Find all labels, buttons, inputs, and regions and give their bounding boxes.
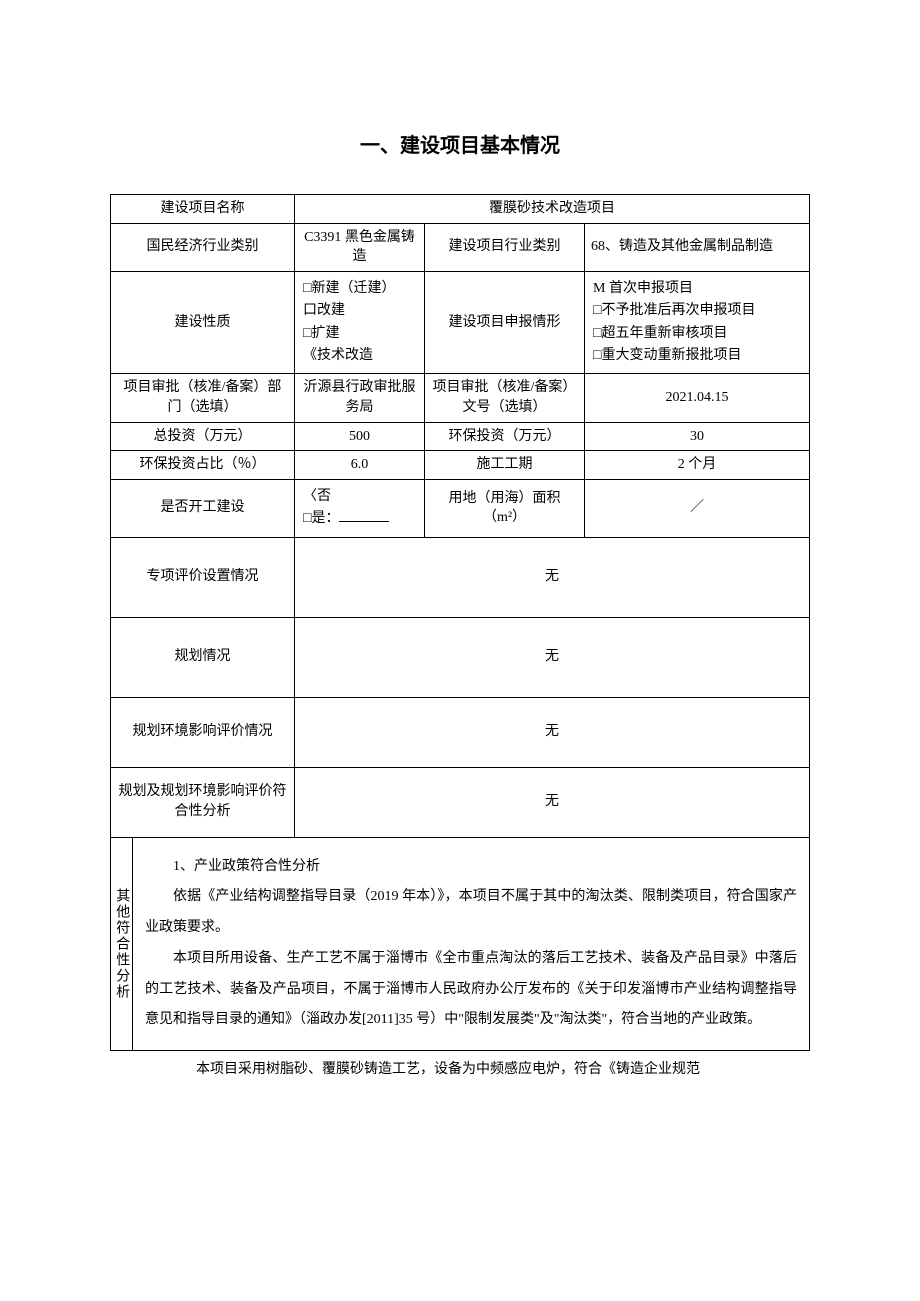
analysis-p3: 本项目所用设备、生产工艺不属于淄博市《全市重点淘汰的落后工艺技术、装备及产品目录… <box>145 944 797 1036</box>
checkbox-option: □扩建 <box>303 326 339 341</box>
value-total-invest: 500 <box>295 422 425 451</box>
project-info-table: 建设项目名称 覆膜砂技术改造项目 国民经济行业类别 C3391 黑色金属铸造 建… <box>110 194 810 1051</box>
label-approval-no: 项目审批（核准/备案）文号（选填） <box>425 374 585 422</box>
checkbox-option: M 首次申报项目 <box>593 281 693 296</box>
table-row: 专项评价设置情况 无 <box>111 537 810 617</box>
value-started: 〈否 □是： <box>295 479 425 537</box>
value-build-nature: □新建（迁建） 口改建 □扩建 《技术改造 <box>295 271 425 374</box>
value-land-area: ／ <box>585 479 810 537</box>
label-other-analysis: 其他符合性分析 <box>111 837 133 1051</box>
table-row: 规划及规划环境影响评价符合性分析 无 <box>111 767 810 837</box>
table-row: 规划情况 无 <box>111 617 810 697</box>
table-row: 国民经济行业类别 C3391 黑色金属铸造 建设项目行业类别 68、铸造及其他金… <box>111 223 810 271</box>
label-project-name: 建设项目名称 <box>111 195 295 224</box>
label-plan-conformity: 规划及规划环境影响评价符合性分析 <box>111 767 295 837</box>
value-report-type: M 首次申报项目 □不予批准后再次申报项目 □超五年重新审核项目 □重大变动重新… <box>585 271 810 374</box>
label-industry-cat: 国民经济行业类别 <box>111 223 295 271</box>
value-project-industry: 68、铸造及其他金属制品制造 <box>585 223 810 271</box>
label-project-industry: 建设项目行业类别 <box>425 223 585 271</box>
value-project-name: 覆膜砂技术改造项目 <box>295 195 810 224</box>
table-row: 是否开工建设 〈否 □是： 用地（用海）面积（m²） ／ <box>111 479 810 537</box>
value-approval-dept: 沂源县行政审批服务局 <box>295 374 425 422</box>
value-other-analysis: 1、产业政策符合性分析 依据《产业结构调整指导目录（2019 年本）》，本项目不… <box>133 837 810 1051</box>
label-plan-env-eval: 规划环境影响评价情况 <box>111 697 295 767</box>
value-planning: 无 <box>295 617 810 697</box>
label-build-nature: 建设性质 <box>111 271 295 374</box>
label-approval-dept: 项目审批（核准/备案）部门（选填） <box>111 374 295 422</box>
checkbox-option: 《技术改造 <box>303 348 373 363</box>
table-row: 建设性质 □新建（迁建） 口改建 □扩建 《技术改造 建设项目申报情形 M 首次… <box>111 271 810 374</box>
value-plan-env-eval: 无 <box>295 697 810 767</box>
label-planning: 规划情况 <box>111 617 295 697</box>
label-duration: 施工工期 <box>425 451 585 480</box>
checkbox-option: □不予批准后再次申报项目 <box>593 303 755 318</box>
table-row: 建设项目名称 覆膜砂技术改造项目 <box>111 195 810 224</box>
table-row: 总投资（万元） 500 环保投资（万元） 30 <box>111 422 810 451</box>
value-approval-no: 2021.04.15 <box>585 374 810 422</box>
label-started: 是否开工建设 <box>111 479 295 537</box>
value-env-invest: 30 <box>585 422 810 451</box>
label-report-type: 建设项目申报情形 <box>425 271 585 374</box>
label-special-eval: 专项评价设置情况 <box>111 537 295 617</box>
checkbox-option: □新建（迁建） <box>303 281 395 296</box>
checkbox-option: 口改建 <box>303 303 345 318</box>
value-industry-code: C3391 黑色金属铸造 <box>295 223 425 271</box>
label-land-area: 用地（用海）面积（m²） <box>425 479 585 537</box>
analysis-p2: 依据《产业结构调整指导目录（2019 年本）》，本项目不属于其中的淘汰类、限制类… <box>145 882 797 944</box>
label-env-invest: 环保投资（万元） <box>425 422 585 451</box>
table-row: 项目审批（核准/备案）部门（选填） 沂源县行政审批服务局 项目审批（核准/备案）… <box>111 374 810 422</box>
value-special-eval: 无 <box>295 537 810 617</box>
checkbox-option: 〈否 <box>303 489 331 504</box>
value-duration: 2 个月 <box>585 451 810 480</box>
value-plan-conformity: 无 <box>295 767 810 837</box>
checkbox-option: □是： <box>303 511 339 526</box>
table-row: 环保投资占比（％） 6.0 施工工期 2 个月 <box>111 451 810 480</box>
label-total-invest: 总投资（万元） <box>111 422 295 451</box>
label-env-ratio: 环保投资占比（％） <box>111 451 295 480</box>
checkbox-option: □重大变动重新报批项目 <box>593 348 741 363</box>
table-row: 规划环境影响评价情况 无 <box>111 697 810 767</box>
page-title: 一、建设项目基本情况 <box>110 130 810 162</box>
blank-line <box>339 508 389 522</box>
value-env-ratio: 6.0 <box>295 451 425 480</box>
table-row: 其他符合性分析 1、产业政策符合性分析 依据《产业结构调整指导目录（2019 年… <box>111 837 810 1051</box>
checkbox-option: □超五年重新审核项目 <box>593 326 727 341</box>
footer-text: 本项目采用树脂砂、覆膜砂铸造工艺，设备为中频感应电炉，符合《铸造企业规范 <box>110 1055 810 1086</box>
analysis-p1: 1、产业政策符合性分析 <box>145 852 797 883</box>
